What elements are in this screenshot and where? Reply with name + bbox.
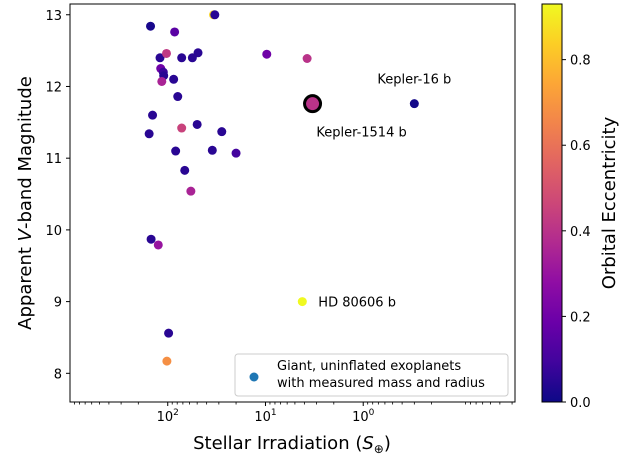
y-tick-label: 10	[45, 224, 62, 239]
data-point	[144, 129, 154, 139]
colorbar-ticks: 0.0 0.2 0.4 0.6 0.8	[562, 54, 591, 411]
y-tick-label: 8	[54, 367, 62, 382]
colorbar: 0.0 0.2 0.4 0.6 0.8 Orbital Eccentricity	[541, 3, 620, 411]
data-point	[146, 21, 156, 31]
data-point	[302, 54, 312, 64]
annotation-kepler-1514b: Kepler-1514 b	[316, 126, 406, 141]
colorbar-tick-label: 0.6	[570, 139, 591, 154]
y-tick-label: 13	[45, 9, 62, 24]
data-point	[171, 146, 181, 156]
annotations: Kepler-16 b Kepler-1514 b HD 80606 b	[316, 73, 451, 311]
colorbar-label: Orbital Eccentricity	[599, 116, 620, 289]
data-point	[146, 234, 156, 244]
data-point	[262, 49, 272, 59]
data-point	[409, 99, 419, 109]
data-point	[180, 165, 190, 175]
x-tick-label: 101	[254, 408, 276, 425]
data-point-highlighted	[306, 97, 320, 111]
data-point	[157, 76, 167, 86]
data-point	[177, 123, 187, 133]
annotation-hd-80606b: HD 80606 b	[318, 296, 396, 311]
data-point	[231, 148, 241, 158]
colorbar-tick-label: 0.8	[570, 54, 591, 69]
data-point	[173, 92, 183, 102]
data-point	[164, 328, 174, 338]
data-points	[144, 10, 419, 366]
data-point	[155, 53, 165, 63]
data-point	[193, 48, 203, 58]
data-point	[186, 186, 196, 196]
x-axis: 102 101 100	[74, 402, 513, 425]
annotation-kepler-16b: Kepler-16 b	[377, 73, 451, 88]
colorbar-tick-label: 0.4	[570, 225, 591, 240]
legend-label-line-1: Giant, uninflated exoplanets	[277, 359, 461, 374]
legend-frame	[234, 353, 509, 397]
legend-marker	[249, 372, 259, 382]
data-point	[169, 74, 179, 84]
data-point	[297, 297, 307, 307]
y-axis-label: Apparent V-band Magnitude	[15, 76, 36, 330]
x-tick-label: 100	[352, 408, 375, 425]
data-point	[177, 53, 187, 63]
colorbar-gradient	[541, 3, 563, 403]
plot-frame	[69, 3, 516, 403]
plot-background	[70, 4, 515, 402]
colorbar-tick-label: 0.2	[570, 310, 591, 325]
data-point	[161, 48, 171, 58]
x-tick-label: 102	[157, 408, 179, 425]
y-tick-label: 12	[45, 80, 62, 95]
data-point	[162, 356, 172, 366]
data-point	[153, 240, 163, 250]
y-tick-label: 9	[54, 296, 62, 311]
data-point	[192, 119, 202, 129]
y-tick-label: 11	[45, 152, 62, 167]
data-point	[207, 145, 217, 155]
y-axis: 8 9 10 11 12 13	[45, 9, 70, 382]
data-point	[217, 127, 227, 137]
data-point	[210, 10, 220, 20]
x-axis-label: Stellar Irradiation (S⊕)	[193, 433, 391, 456]
colorbar-tick-label: 0.0	[570, 396, 591, 411]
plot-area: Kepler-16 b Kepler-1514 b HD 80606 b Gia…	[69, 3, 516, 403]
legend-label-line-2: with measured mass and radius	[277, 376, 485, 391]
data-point	[170, 27, 180, 37]
data-point	[148, 110, 158, 120]
legend: Giant, uninflated exoplanets with measur…	[234, 353, 509, 397]
